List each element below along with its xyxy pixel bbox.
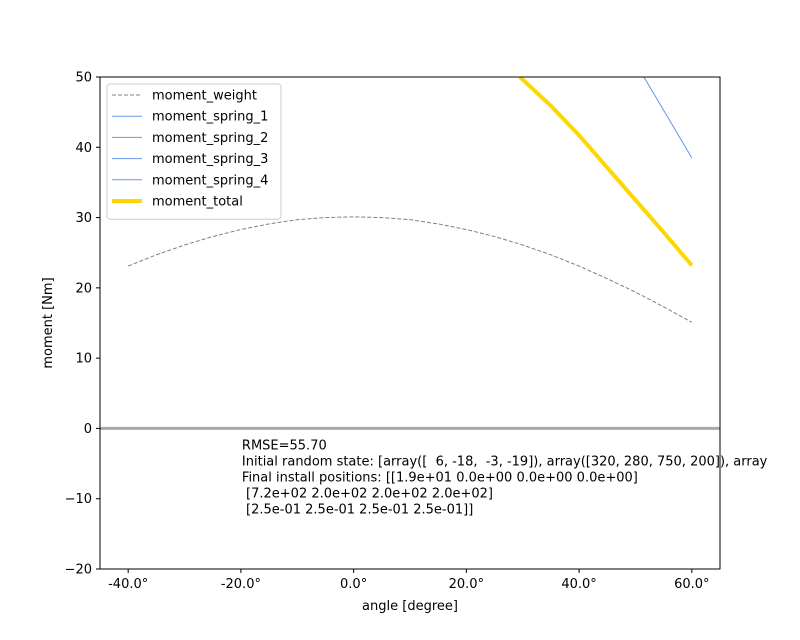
annotation-line: RMSE=55.70 <box>242 439 327 454</box>
axes-frame <box>99 76 721 570</box>
annotation-line: Final install positions: [[1.9e+01 0.0e+… <box>242 471 638 486</box>
legend: moment_weight moment_spring_1 moment_sprin… <box>106 83 282 220</box>
annotation-line: Initial random state: [array([ 6, -18, -… <box>242 455 768 470</box>
y-tick-label: 20 <box>75 281 92 296</box>
annotation-line: [2.5e-01 2.5e-01 2.5e-01 2.5e-01]] <box>242 503 473 518</box>
x-tick-label: 60.0° <box>674 577 709 592</box>
series-line-moment_total <box>518 77 694 267</box>
x-tick-label: 20.0° <box>449 577 484 592</box>
y-tick-label: −20 <box>65 563 92 578</box>
y-tick-label: 10 <box>75 352 92 367</box>
plot-area <box>100 77 720 430</box>
legend-label-moment_spring_3: moment_spring_3 <box>152 152 268 167</box>
legend-box <box>106 83 282 220</box>
series-line-moment_spring_1 <box>643 77 693 159</box>
x-tick-label: -40.0° <box>108 577 148 592</box>
legend-label-moment_spring_1: moment_spring_1 <box>152 110 268 125</box>
y-tick-label: 0 <box>84 422 92 437</box>
legend-label-moment_total: moment_total <box>152 195 243 210</box>
annotation-text: RMSE=55.70 Initial random state: [array([… <box>242 439 768 518</box>
legend-label-moment_weight: moment_weight <box>152 89 257 104</box>
y-axis: −20 −10 0 10 20 30 40 50 <box>65 71 100 578</box>
x-axis: -40.0° -20.0° 0.0° 20.0° 40.0° 60.0° <box>108 569 710 592</box>
x-tick-label: -20.0° <box>221 577 261 592</box>
legend-label-moment_spring_4: moment_spring_4 <box>152 173 268 188</box>
x-tick-label: 0.0° <box>340 577 367 592</box>
y-tick-label: 50 <box>75 71 92 86</box>
y-tick-label: 40 <box>75 141 92 156</box>
y-tick-label: −10 <box>65 492 92 507</box>
y-axis-label: moment [Nm] <box>41 277 56 368</box>
x-tick-label: 40.0° <box>561 577 596 592</box>
series-line-moment_weight <box>127 216 693 323</box>
annotation-line: [7.2e+02 2.0e+02 2.0e+02 2.0e+02] <box>242 487 493 502</box>
x-axis-label: angle [degree] <box>362 599 458 614</box>
y-tick-label: 30 <box>75 211 92 226</box>
legend-label-moment_spring_2: moment_spring_2 <box>152 131 268 146</box>
